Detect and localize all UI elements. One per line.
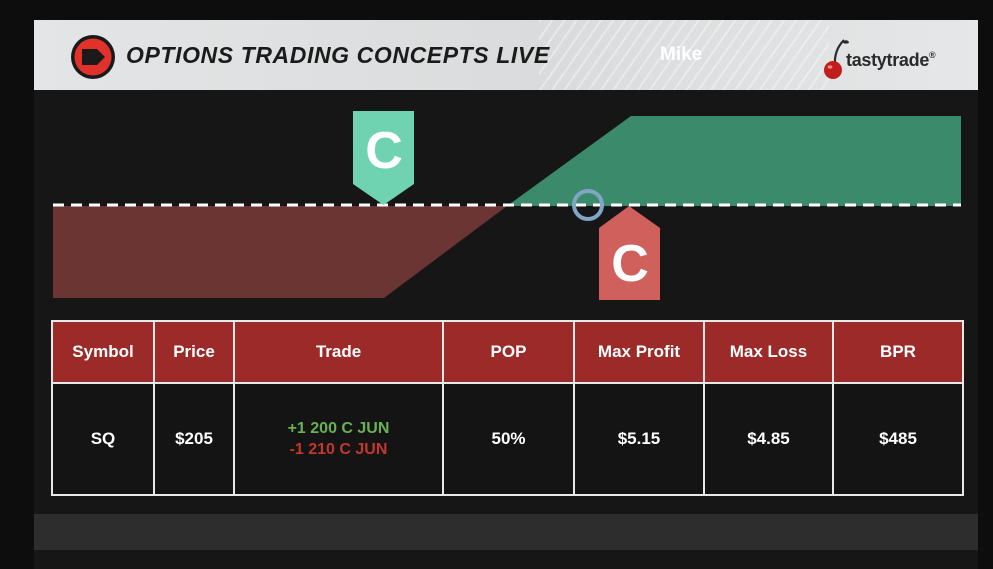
- cell-max-profit: $5.15: [573, 382, 705, 496]
- host-name: Mike: [660, 44, 703, 65]
- long-call-tag: [353, 111, 414, 205]
- table-header-row: Symbol Price Trade POP Max Profit Max Lo…: [51, 320, 964, 384]
- cell-pop: 50%: [442, 382, 575, 496]
- table-row: SQ $205 +1 200 C JUN -1 210 C JUN 50% $5…: [51, 382, 964, 496]
- long-call-label: C: [365, 122, 403, 180]
- short-call-tag: [599, 206, 660, 300]
- video-frame-top: [34, 0, 978, 20]
- cell-bpr: $485: [832, 382, 964, 496]
- cell-price: $205: [153, 382, 235, 496]
- brand-wordmark: tastytrade: [846, 50, 930, 70]
- video-frame-left: [0, 0, 34, 569]
- header-bpr: BPR: [832, 320, 964, 384]
- trade-long-leg: +1 200 C JUN: [287, 420, 390, 437]
- header-max-loss: Max Loss: [703, 320, 834, 384]
- short-call-label: C: [611, 235, 649, 293]
- loss-zone: [53, 206, 507, 298]
- cell-symbol: SQ: [51, 382, 155, 496]
- breakeven-marker: [572, 189, 604, 221]
- cell-trade: +1 200 C JUN -1 210 C JUN: [233, 382, 444, 496]
- payoff-diagram: [53, 111, 961, 300]
- header-price: Price: [153, 320, 235, 384]
- show-title: OPTIONS TRADING CONCEPTS LIVE: [126, 42, 550, 68]
- show-logo-icon: [71, 35, 115, 79]
- header-symbol: Symbol: [51, 320, 155, 384]
- show-header: OPTIONS TRADING CONCEPTS LIVE Mike tasty…: [34, 20, 978, 90]
- trade-table: Symbol Price Trade POP Max Profit Max Lo…: [51, 320, 964, 496]
- header-stripes: [539, 20, 829, 90]
- header-max-profit: Max Profit: [573, 320, 705, 384]
- brand-name: tastytrade®: [846, 50, 936, 71]
- video-frame-right: [978, 0, 993, 569]
- footer-bar: [34, 514, 978, 550]
- cell-max-loss: $4.85: [703, 382, 834, 496]
- trade-short-leg: -1 210 C JUN: [289, 441, 388, 458]
- header-pop: POP: [442, 320, 575, 384]
- registered-mark: ®: [929, 50, 936, 60]
- cherry-logo-icon: [824, 39, 849, 79]
- header-trade: Trade: [233, 320, 444, 384]
- profit-zone: [507, 116, 961, 206]
